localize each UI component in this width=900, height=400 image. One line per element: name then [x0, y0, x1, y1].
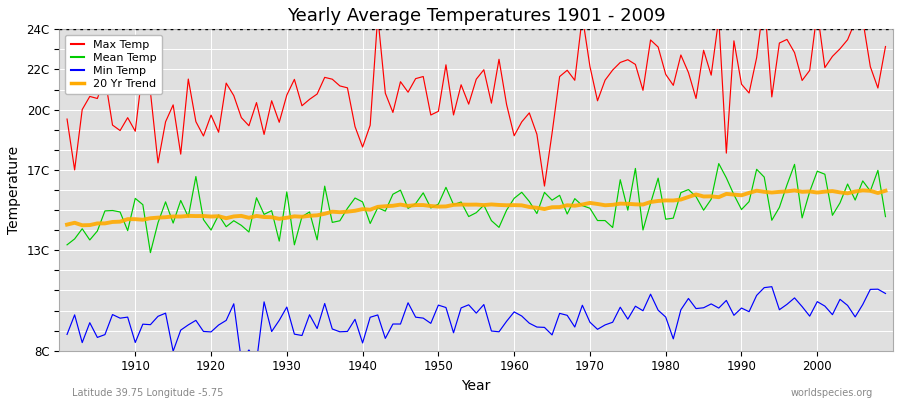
Title: Yearly Average Temperatures 1901 - 2009: Yearly Average Temperatures 1901 - 2009	[287, 7, 666, 25]
Text: worldspecies.org: worldspecies.org	[791, 388, 873, 398]
Legend: Max Temp, Mean Temp, Min Temp, 20 Yr Trend: Max Temp, Mean Temp, Min Temp, 20 Yr Tre…	[65, 35, 162, 94]
Text: Latitude 39.75 Longitude -5.75: Latitude 39.75 Longitude -5.75	[72, 388, 223, 398]
Y-axis label: Temperature: Temperature	[7, 146, 21, 234]
X-axis label: Year: Year	[462, 379, 491, 393]
